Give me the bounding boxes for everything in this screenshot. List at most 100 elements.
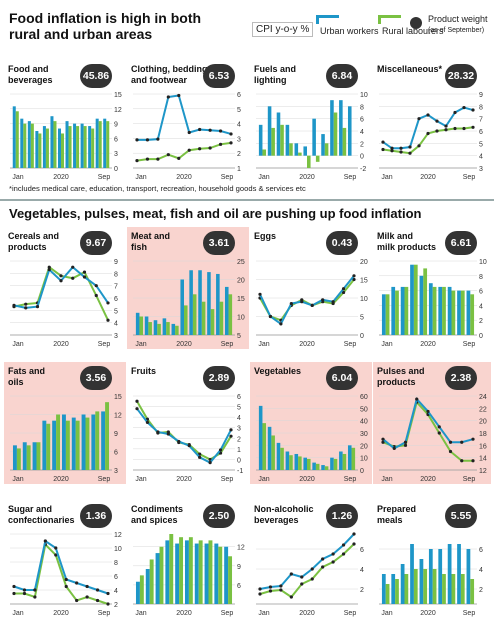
panel-title: Meat and fish: [131, 231, 171, 252]
rural-bar: [95, 411, 100, 470]
chart-nonalc: 2 4 6 Jan 2020 Sep: [256, 532, 364, 617]
y-tick-label: 6: [114, 136, 118, 143]
x-tick-label: 2020: [53, 341, 69, 348]
y-tick-label: 9: [479, 92, 483, 99]
rural-point: [352, 542, 356, 546]
rural-bar: [23, 123, 27, 168]
rural-bar: [159, 546, 164, 604]
urban-bar: [276, 112, 281, 156]
urban-point: [135, 138, 139, 142]
y-tick-label: 6: [237, 92, 241, 99]
urban-point: [94, 284, 98, 288]
urban-bar: [135, 312, 140, 335]
x-tick-label: Sep: [221, 610, 234, 617]
rural-point: [279, 588, 283, 592]
rural-bar: [442, 574, 446, 604]
y-tick-label: 12: [479, 468, 487, 475]
rural-bar: [423, 268, 428, 335]
y-tick-label: 12: [114, 107, 122, 114]
chart-milk: 0 2 4 6 8 10 Jan 2020 Sep: [379, 259, 487, 348]
panel-title: Eggs: [254, 231, 277, 241]
panel-sugar: Sugar and confectionaries 1.36 2 4 6 8 10 12 Jan…: [4, 500, 126, 618]
urban-point: [177, 93, 181, 98]
rural-point: [12, 591, 16, 596]
x-tick-label: Jan: [135, 610, 146, 617]
weight-badge: 6.84: [326, 64, 358, 88]
x-tick-label: 2020: [176, 476, 192, 483]
panel-title: Sugar and confectionaries: [8, 504, 75, 525]
y-tick-label: 6: [360, 117, 364, 124]
rural-point: [460, 459, 464, 463]
urban-point: [177, 439, 181, 444]
y-tick-label: 14: [479, 456, 487, 463]
weight-badge: 0.43: [326, 231, 358, 255]
urban-bar: [224, 546, 229, 604]
y-tick-label: 20: [237, 278, 245, 285]
x-tick-label: Sep: [221, 174, 234, 181]
urban-bar: [61, 414, 66, 470]
x-tick-label: Sep: [463, 174, 476, 181]
rural-bar: [148, 322, 152, 335]
rural-bar: [228, 556, 233, 604]
rural-bar: [198, 540, 203, 604]
urban-bar: [73, 123, 77, 168]
x-tick-label: Sep: [221, 341, 234, 348]
urban-point: [187, 130, 191, 135]
urban-point: [156, 430, 160, 434]
urban-bar: [276, 442, 281, 470]
rural-bar: [139, 316, 144, 335]
urban-point: [331, 552, 335, 556]
rural-bar: [470, 579, 475, 604]
rural-point: [106, 602, 110, 606]
urban-point: [352, 532, 356, 536]
legend-rural-label: Rural labourers: [382, 26, 444, 36]
x-tick-label: 2020: [53, 610, 69, 617]
urban-bar: [438, 286, 443, 335]
chart-meat: 5 10 15 20 25 Jan 2020 Sep: [133, 259, 245, 348]
x-tick-label: Sep: [463, 476, 476, 483]
rural-point: [341, 552, 346, 556]
y-tick-label: 5: [114, 308, 118, 315]
urban-bar: [339, 100, 343, 156]
urban-point: [310, 567, 314, 571]
x-tick-label: Jan: [258, 341, 269, 348]
urban-bar: [457, 544, 461, 604]
urban-point: [229, 132, 233, 136]
urban-point: [166, 432, 170, 436]
panel-misc: Miscellaneous* 28.32 3 4 5 6 7 8 9 Jan 2020 Sep: [373, 60, 491, 182]
rural-bar: [442, 286, 446, 335]
rural-bar: [210, 309, 215, 335]
rural-bar: [192, 294, 197, 335]
rural-bar: [16, 448, 21, 470]
panel-prepared: Prepared meals 5.55 2 4 6 Jan 2020 Sep: [373, 500, 491, 618]
y-tick-label: 2: [237, 436, 241, 443]
urban-bar: [42, 126, 46, 168]
y-tick-label: 15: [237, 296, 245, 303]
urban-bar: [162, 318, 167, 335]
rural-bar: [280, 124, 284, 156]
y-tick-label: 7: [114, 284, 118, 291]
urban-point: [462, 105, 466, 110]
urban-bar: [410, 264, 414, 335]
y-tick-label: 5: [237, 333, 241, 340]
panel-pulses: Pulses and products 2.38 12 14 16 18 20 22 24 Jan…: [373, 362, 491, 484]
y-tick-label: 15: [114, 92, 122, 99]
rural-point: [310, 577, 314, 581]
y-tick-label: -2: [360, 166, 366, 173]
urban-bar: [400, 286, 405, 335]
rural-bar: [460, 290, 465, 335]
x-tick-label: 2020: [299, 610, 315, 617]
rural-point: [268, 589, 273, 593]
urban-bar: [214, 543, 219, 604]
urban-point: [208, 461, 212, 465]
rural-bar: [271, 127, 275, 156]
legend-urban-label: Urban workers: [320, 26, 379, 36]
rural-bar: [289, 143, 293, 156]
urban-bar: [32, 442, 37, 470]
rural-point: [453, 126, 457, 131]
urban-point: [444, 124, 448, 128]
urban-bar: [95, 118, 99, 168]
y-tick-label: 6: [114, 296, 118, 303]
rural-bar: [413, 569, 418, 604]
urban-point: [426, 113, 430, 117]
